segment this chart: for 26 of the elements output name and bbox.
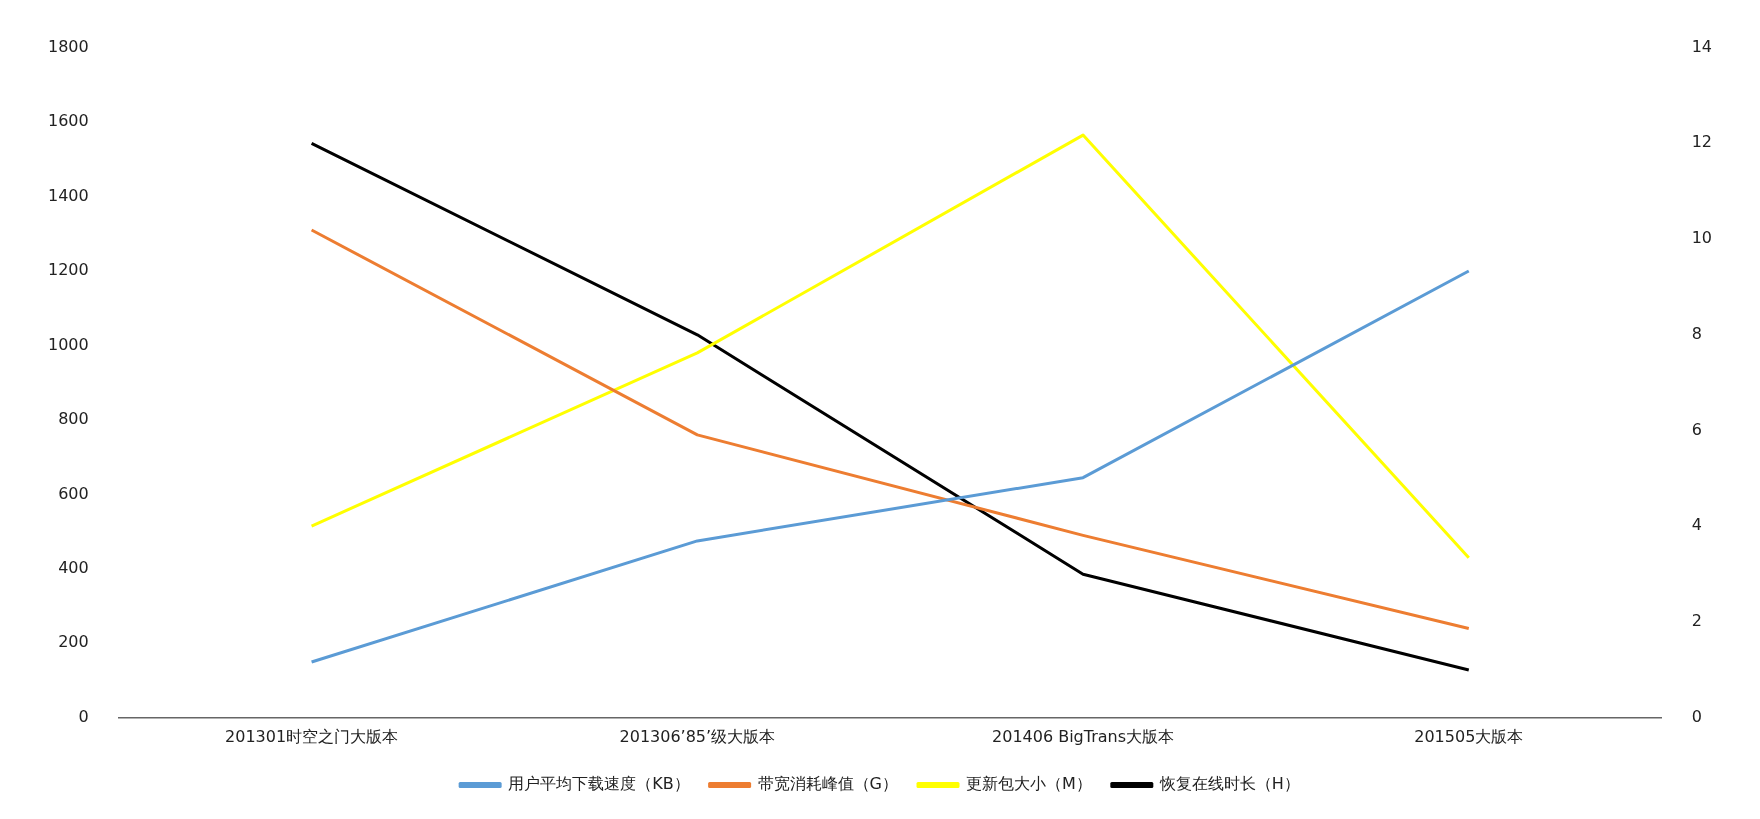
legend-label: 带宽消耗峰值（G） — [757, 774, 899, 794]
y2-tick-label: 6 — [1691, 419, 1702, 439]
y-tick-label: 600 — [58, 483, 89, 503]
y2-tick-label: 2 — [1691, 611, 1702, 631]
y2-tick-label: 14 — [1691, 36, 1712, 56]
y-tick-label: 1200 — [48, 260, 89, 280]
y-tick-label: 200 — [58, 632, 89, 652]
x-tick-label: 201406 BigTrans大版本 — [992, 726, 1175, 746]
y-tick-label: 1800 — [48, 36, 89, 56]
y2-tick-label: 0 — [1691, 706, 1702, 726]
y2-tick-label: 10 — [1691, 228, 1712, 248]
y-tick-label: 400 — [58, 558, 89, 578]
y-tick-label: 1400 — [48, 185, 89, 205]
y-tick-label: 0 — [78, 706, 89, 726]
y2-tick-label: 12 — [1691, 132, 1712, 152]
x-tick-label: 201306’85’级大版本 — [619, 726, 776, 746]
y-tick-label: 1000 — [48, 334, 89, 354]
legend-label: 恢复在线时长（H） — [1158, 774, 1300, 794]
y2-tick-label: 8 — [1691, 323, 1702, 343]
y-tick-label: 800 — [58, 409, 89, 429]
y2-tick-label: 4 — [1691, 515, 1702, 535]
legend-label: 更新包大小（M） — [966, 774, 1092, 794]
x-tick-label: 201505大版本 — [1414, 726, 1524, 746]
x-tick-label: 201301时空之门大版本 — [225, 726, 399, 746]
y-tick-label: 1600 — [48, 111, 89, 131]
legend-label: 用户平均下载速度（KB） — [508, 774, 690, 794]
